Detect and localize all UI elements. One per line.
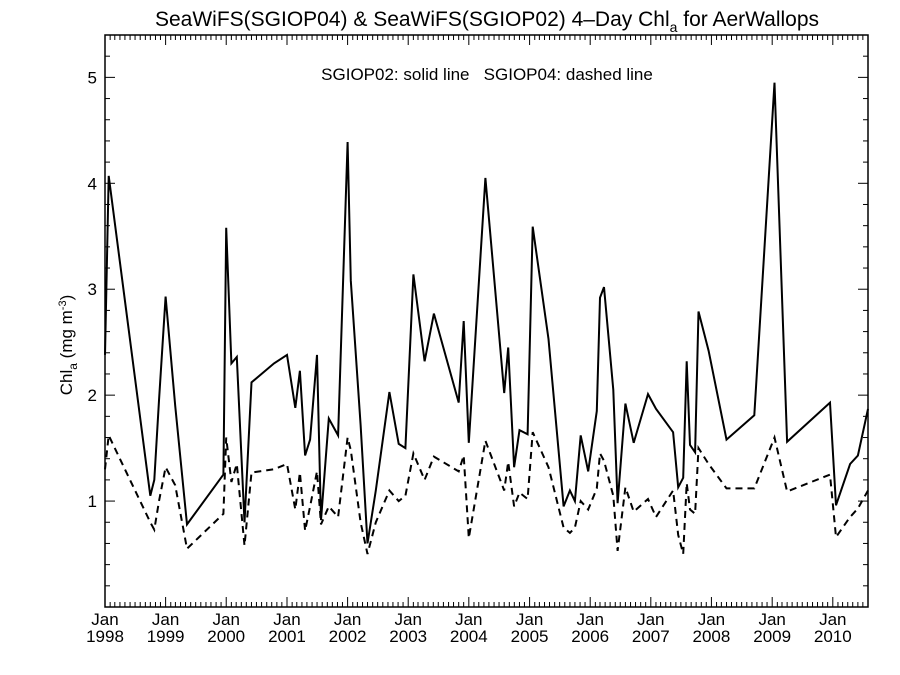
x-tick-month-label: Jan xyxy=(213,610,240,629)
series-line-sgiop04 xyxy=(104,431,869,555)
x-tick-year-label: 2006 xyxy=(571,627,609,646)
x-tick-year-label: 2010 xyxy=(814,627,852,646)
plot-frame xyxy=(104,34,869,608)
x-tick-year-label: 2008 xyxy=(693,627,731,646)
x-tick-year-label: 2003 xyxy=(389,627,427,646)
x-tick-year-label: 2004 xyxy=(450,627,488,646)
x-tick-year-label: 2000 xyxy=(207,627,245,646)
x-tick-month-label: Jan xyxy=(334,610,361,629)
y-tick-label: 5 xyxy=(88,68,97,87)
x-tick-month-label: Jan xyxy=(394,610,421,629)
y-axis-label-sub: a xyxy=(66,363,80,370)
y-axis-label-sup: -3 xyxy=(57,300,69,310)
x-tick-month-label: Jan xyxy=(516,610,543,629)
x-tick-month-label: Jan xyxy=(698,610,725,629)
x-tick-year-label: 1998 xyxy=(86,627,124,646)
x-tick-year-label: 2007 xyxy=(632,627,670,646)
y-axis-label-unit: (mg m xyxy=(57,310,76,363)
y-axis-label-main: Chl xyxy=(57,370,76,396)
x-tick-year-label: 2001 xyxy=(268,627,306,646)
x-tick-month-label: Jan xyxy=(152,610,179,629)
y-axis: 1 2 3 4 5 xyxy=(88,34,868,608)
x-tick-year-label: 2002 xyxy=(329,627,367,646)
x-tick-month-label: Jan xyxy=(273,610,300,629)
chart-title: SeaWiFS(SGIOP04) & SeaWiFS(SGIOP02) 4–Da… xyxy=(155,8,819,35)
x-tick-year-label: 2009 xyxy=(753,627,791,646)
x-tick-month-label: Jan xyxy=(455,610,482,629)
chart-title-tail: for AerWallops xyxy=(677,8,819,31)
x-tick-year-label: 2005 xyxy=(511,627,549,646)
x-tick-month-label: Jan xyxy=(819,610,846,629)
y-axis-label: Chla (mg m-3) xyxy=(57,295,80,396)
y-tick-label: 3 xyxy=(88,280,97,299)
y-tick-label: 1 xyxy=(88,492,97,511)
y-tick-label: 2 xyxy=(88,386,97,405)
x-tick-month-label: Jan xyxy=(91,610,118,629)
x-tick-month-label: Jan xyxy=(758,610,785,629)
series-group xyxy=(104,82,869,555)
svg-text:Chla (mg m-3): Chla (mg m-3) xyxy=(57,295,80,396)
x-tick-month-label: Jan xyxy=(637,610,664,629)
x-axis: Jan1998Jan1999Jan2000Jan2001Jan2002Jan20… xyxy=(86,35,869,646)
chart-title-main: SeaWiFS(SGIOP04) & SeaWiFS(SGIOP02) 4–Da… xyxy=(155,8,670,31)
x-tick-year-label: 1999 xyxy=(147,627,185,646)
series-line-sgiop02 xyxy=(104,82,869,544)
x-tick-month-label: Jan xyxy=(576,610,603,629)
legend-text: SGIOP02: solid line SGIOP04: dashed line xyxy=(321,65,653,84)
chart-title-sub: a xyxy=(670,19,678,35)
y-tick-label: 4 xyxy=(88,174,97,193)
y-axis-label-close: ) xyxy=(57,295,76,301)
